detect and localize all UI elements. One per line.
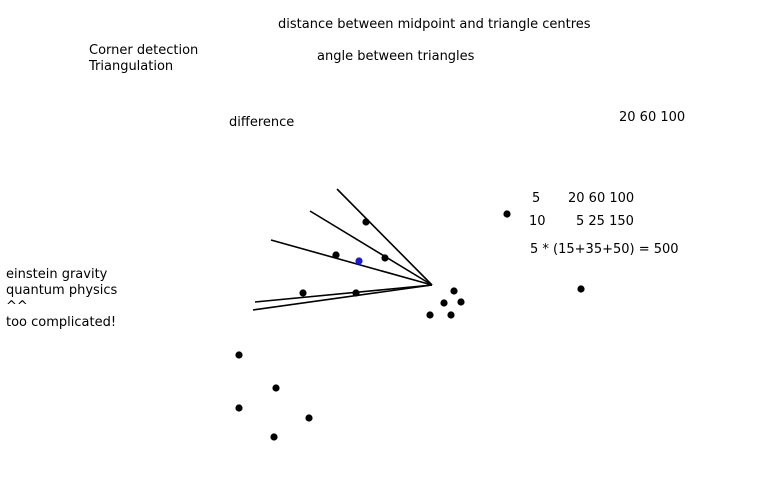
- lower-group-point: [270, 433, 278, 441]
- methods-list: Corner detection Triangulation: [89, 43, 198, 75]
- notes-list: einstein gravity quantum physics ^^ too …: [6, 267, 117, 331]
- top-right-values: 20 60 100: [619, 110, 686, 125]
- lower-group-point: [235, 404, 243, 412]
- points: [235, 210, 585, 441]
- cluster-point: [450, 287, 458, 295]
- cluster-point: [440, 299, 448, 307]
- lower-group-point: [235, 351, 243, 359]
- lower-group-point: [272, 384, 280, 392]
- ray-line: [270, 239, 433, 286]
- ray-point-highlighted: [355, 257, 363, 265]
- note-item: quantum physics: [6, 283, 118, 298]
- ray-line: [336, 188, 433, 286]
- difference-label: difference: [229, 115, 295, 130]
- isolated-point: [503, 210, 511, 218]
- ray-lines: [252, 188, 433, 311]
- ray-point: [381, 254, 389, 262]
- cluster-point: [426, 311, 434, 319]
- distance-label: distance between midpoint and triangle c…: [278, 17, 591, 32]
- table-row-key: 10: [529, 214, 546, 229]
- note-item: too complicated!: [6, 315, 117, 330]
- table-row-values: 20 60 100: [568, 191, 635, 206]
- formula: 5 * (15+35+50) = 500: [530, 242, 679, 257]
- lower-group-point: [305, 414, 313, 422]
- ray-point: [332, 251, 340, 259]
- table-row-values: 5 25 150: [576, 214, 634, 229]
- cluster-point: [447, 311, 455, 319]
- cluster-point: [457, 298, 465, 306]
- table-row-key: 5: [532, 191, 541, 206]
- isolated-point: [577, 285, 585, 293]
- ray-line: [309, 210, 433, 286]
- ray-point: [362, 218, 370, 226]
- ray-line: [254, 284, 433, 303]
- ray-point: [299, 289, 307, 297]
- note-item: ^^: [6, 299, 28, 314]
- method-item: Triangulation: [89, 59, 174, 74]
- note-item: einstein gravity: [6, 267, 108, 282]
- ray-line: [252, 284, 433, 311]
- method-item: Corner detection: [89, 43, 199, 58]
- angle-label: angle between triangles: [317, 49, 475, 64]
- ray-point: [352, 289, 360, 297]
